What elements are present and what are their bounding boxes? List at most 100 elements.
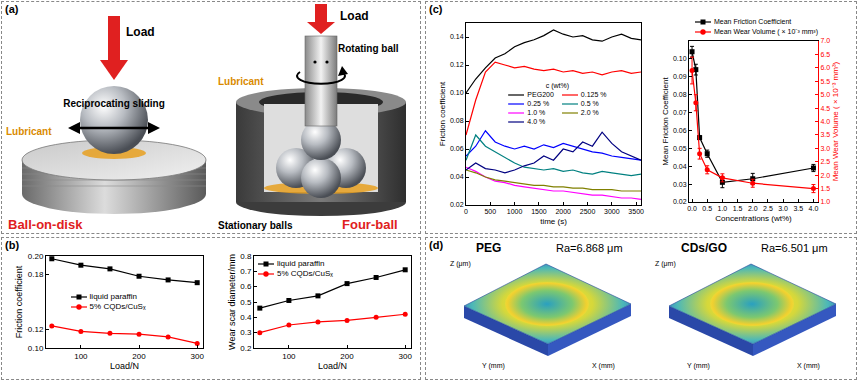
svg-text:300: 300 bbox=[399, 352, 413, 361]
svg-text:1500: 1500 bbox=[531, 208, 547, 215]
svg-text:0.12: 0.12 bbox=[450, 61, 464, 68]
html-text:(a): (a) bbox=[5, 3, 19, 15]
svg-text:0.05: 0.05 bbox=[673, 145, 687, 152]
svg-text:6.0: 6.0 bbox=[820, 64, 830, 71]
svg-text:1.5: 1.5 bbox=[733, 205, 743, 212]
svg-text:0.07: 0.07 bbox=[673, 109, 687, 116]
svg-text:3.0: 3.0 bbox=[820, 145, 830, 152]
html-text:(d): (d) bbox=[429, 239, 443, 251]
html-text:5% CQDs/CuSₓ: 5% CQDs/CuSₓ bbox=[277, 269, 333, 278]
svg-text:Stationary balls: Stationary balls bbox=[218, 220, 293, 231]
svg-text:Ra=6.868 μm: Ra=6.868 μm bbox=[556, 242, 623, 254]
svg-text:0.12: 0.12 bbox=[28, 325, 44, 334]
svg-text:0.18: 0.18 bbox=[28, 270, 44, 279]
svg-text:5.0: 5.0 bbox=[820, 91, 830, 98]
svg-text:0.09: 0.09 bbox=[673, 73, 687, 80]
svg-text:0.5: 0.5 bbox=[702, 205, 712, 212]
svg-text:0.6: 0.6 bbox=[240, 282, 252, 291]
svg-text:3.0: 3.0 bbox=[778, 205, 788, 212]
html-text:(c): (c) bbox=[429, 3, 443, 15]
svg-text:Lubricant: Lubricant bbox=[6, 126, 52, 137]
svg-text:Z (μm): Z (μm) bbox=[450, 260, 471, 268]
svg-text:Ball-on-disk: Ball-on-disk bbox=[8, 217, 83, 232]
svg-text:PEG: PEG bbox=[476, 241, 501, 255]
svg-text:0.04: 0.04 bbox=[450, 173, 464, 180]
svg-text:3.5: 3.5 bbox=[820, 131, 830, 138]
svg-text:1000: 1000 bbox=[507, 208, 523, 215]
svg-text:0.06: 0.06 bbox=[673, 127, 687, 134]
svg-text:X (mm): X (mm) bbox=[592, 362, 615, 370]
svg-text:0.08: 0.08 bbox=[673, 91, 687, 98]
svg-text:3000: 3000 bbox=[604, 208, 620, 215]
svg-text:X (mm): X (mm) bbox=[797, 362, 820, 370]
svg-text:200: 200 bbox=[340, 352, 354, 361]
svg-text:0.03: 0.03 bbox=[673, 181, 687, 188]
svg-text:Rotating ball: Rotating ball bbox=[338, 43, 399, 54]
svg-text:0: 0 bbox=[464, 208, 468, 215]
svg-text:0.10: 0.10 bbox=[673, 55, 687, 62]
svg-text:0.08: 0.08 bbox=[450, 117, 464, 124]
svg-text:Four-ball: Four-ball bbox=[342, 217, 398, 232]
svg-text:Friction coefficient: Friction coefficient bbox=[438, 81, 447, 146]
svg-text:2.0: 2.0 bbox=[820, 172, 830, 179]
svg-text:Lubricant: Lubricant bbox=[218, 76, 264, 87]
svg-text:3500: 3500 bbox=[628, 208, 644, 215]
svg-text:1.0: 1.0 bbox=[820, 198, 830, 205]
svg-text:4.0: 4.0 bbox=[820, 118, 830, 125]
svg-text:Load: Load bbox=[126, 25, 155, 39]
svg-text:0.04: 0.04 bbox=[673, 163, 687, 170]
svg-text:Load/N: Load/N bbox=[110, 361, 139, 371]
html-text:5% CQDs/CuSₓ: 5% CQDs/CuSₓ bbox=[89, 302, 146, 311]
svg-text:0.10: 0.10 bbox=[450, 89, 464, 96]
svg-text:200: 200 bbox=[132, 352, 146, 361]
svg-text:0.20: 0.20 bbox=[28, 252, 44, 261]
html-text:liquid paraffin: liquid paraffin bbox=[89, 292, 137, 301]
svg-text:500: 500 bbox=[484, 208, 496, 215]
svg-text:0.2: 0.2 bbox=[240, 344, 252, 353]
svg-text:Load/N: Load/N bbox=[318, 361, 347, 371]
svg-text:0.02: 0.02 bbox=[673, 198, 687, 205]
svg-text:0.06: 0.06 bbox=[450, 145, 464, 152]
svg-text:2500: 2500 bbox=[580, 208, 596, 215]
svg-text:100: 100 bbox=[282, 352, 296, 361]
svg-text:6.5: 6.5 bbox=[820, 51, 830, 58]
svg-text:2.5: 2.5 bbox=[820, 158, 830, 165]
svg-text:0.3: 0.3 bbox=[240, 328, 252, 337]
svg-text:100: 100 bbox=[74, 352, 88, 361]
svg-text:5.5: 5.5 bbox=[820, 78, 830, 85]
svg-text:0.4: 0.4 bbox=[240, 313, 252, 322]
svg-text:Load: Load bbox=[340, 9, 369, 23]
html-text:c (wt%): c (wt%) bbox=[545, 82, 570, 90]
svg-text:0.14: 0.14 bbox=[450, 33, 464, 40]
svg-text:2000: 2000 bbox=[555, 208, 571, 215]
svg-text:CDs/GO: CDs/GO bbox=[681, 241, 727, 255]
svg-text:3.5: 3.5 bbox=[793, 205, 803, 212]
html-text:liquid paraffin: liquid paraffin bbox=[277, 259, 325, 268]
svg-text:Y (mm): Y (mm) bbox=[482, 362, 505, 370]
svg-text:7.0: 7.0 bbox=[820, 37, 830, 44]
svg-text:1.5: 1.5 bbox=[820, 185, 830, 192]
svg-text:0.10: 0.10 bbox=[28, 344, 44, 353]
svg-text:Mean Wear Volume ( × 10⁻³ mm³): Mean Wear Volume ( × 10⁻³ mm³) bbox=[831, 61, 840, 181]
svg-text:4.0: 4.0 bbox=[809, 205, 819, 212]
svg-text:2.0: 2.0 bbox=[748, 205, 758, 212]
svg-text:Wear scar diameter/mm: Wear scar diameter/mm bbox=[227, 254, 237, 350]
svg-text:Friction coefficient: Friction coefficient bbox=[14, 265, 24, 338]
svg-text:Mean Friction Coefficient: Mean Friction Coefficient bbox=[661, 77, 670, 166]
svg-text:0.8: 0.8 bbox=[240, 252, 252, 261]
svg-text:0.0: 0.0 bbox=[687, 205, 697, 212]
html-text:(b): (b) bbox=[5, 239, 19, 251]
svg-text:Concentrations (wt%): Concentrations (wt%) bbox=[715, 214, 792, 223]
svg-text:Ra=6.501 μm: Ra=6.501 μm bbox=[761, 242, 828, 254]
svg-text:0.02: 0.02 bbox=[450, 201, 464, 208]
svg-text:1.0: 1.0 bbox=[718, 205, 728, 212]
svg-text:300: 300 bbox=[191, 352, 205, 361]
svg-text:4.5: 4.5 bbox=[820, 105, 830, 112]
svg-text:time (s): time (s) bbox=[540, 217, 567, 226]
svg-text:Y (mm): Y (mm) bbox=[687, 362, 710, 370]
svg-text:2.5: 2.5 bbox=[763, 205, 773, 212]
svg-text:0.5: 0.5 bbox=[240, 298, 252, 307]
svg-text:Z (μm): Z (μm) bbox=[655, 260, 676, 268]
svg-text:0.7: 0.7 bbox=[240, 267, 252, 276]
svg-text:Reciprocating sliding: Reciprocating sliding bbox=[63, 98, 165, 109]
